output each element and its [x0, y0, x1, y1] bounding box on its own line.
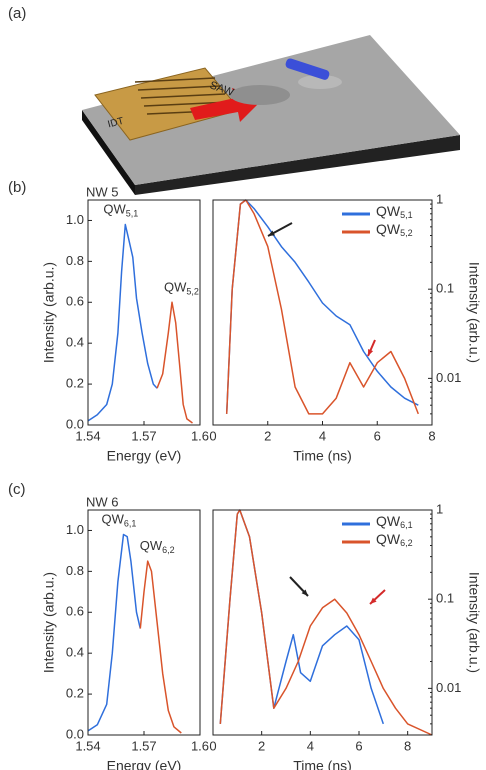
- y-tick-label: 0.0: [66, 726, 84, 741]
- y-tick-label: 0.4: [66, 335, 84, 350]
- y-tick-label: 0.8: [66, 253, 84, 268]
- plot-frame: [212, 509, 433, 736]
- y-tick-label: 0.1: [436, 281, 454, 296]
- y-axis-label: Intensity (arb.u.): [466, 572, 482, 673]
- x-tick-label: 4: [319, 428, 326, 443]
- y-tick-label: 1: [436, 501, 443, 516]
- y-tick-label: 0.0: [66, 416, 84, 431]
- legend-label: QW6,1: [376, 513, 413, 531]
- y-tick-label: 0.6: [66, 604, 84, 619]
- y-tick-label: 0.8: [66, 563, 84, 578]
- device-diagram: IDT SAW: [82, 35, 460, 195]
- y-tick-label: 0.4: [66, 645, 84, 660]
- y-tick-label: 1: [436, 191, 443, 206]
- y-tick-label: 0.2: [66, 376, 84, 391]
- x-axis-label: Time (ns): [293, 758, 352, 770]
- plot-frame: [87, 199, 201, 426]
- legend-label: QW5,1: [376, 203, 413, 221]
- x-tick-label: 1.54: [75, 738, 100, 753]
- x-tick-label: 1.54: [75, 428, 100, 443]
- x-axis-label: Time (ns): [293, 448, 352, 464]
- peak-label: QW5,2: [164, 280, 199, 297]
- x-tick-label: 4: [307, 738, 314, 753]
- x-tick-label: 0: [209, 738, 216, 753]
- chart-title: NW 6: [86, 494, 119, 509]
- y-tick-label: 0.1: [436, 591, 454, 606]
- x-tick-label: 2: [258, 738, 265, 753]
- y-tick-label: 0.01: [436, 370, 461, 385]
- x-tick-label: 6: [355, 738, 362, 753]
- y-axis-label: Intensity (arb.u.): [466, 262, 482, 363]
- y-tick-label: 1.0: [66, 522, 84, 537]
- peak-label: QW6,1: [101, 512, 136, 529]
- peak-label: QW6,2: [140, 539, 175, 556]
- x-axis-label: Energy (eV): [107, 448, 182, 464]
- x-axis-label: Energy (eV): [107, 758, 182, 770]
- diagram-label: IDT: [107, 116, 125, 131]
- y-axis-label: Intensity (arb.u.): [41, 572, 57, 673]
- x-tick-label: 0: [209, 428, 216, 443]
- chart: 0 2 4 6 8 0.01 0.1 1 Time (ns) Intensity (arb.u.): [209, 191, 482, 463]
- arrow-head: [268, 230, 275, 236]
- data-line: [87, 223, 158, 422]
- y-axis-label: Intensity (arb.u.): [41, 262, 57, 363]
- chart: 1.54 1.57 1.6 0.0 0.2 0.4 0.6 0.8 1.0 Energy (eV)…: [41, 494, 209, 770]
- data-line: [225, 199, 419, 415]
- chart: 0 2 4 6 8 0.01 0.1 1 Time (ns) Intensity (arb.u.): [209, 501, 482, 770]
- data-line: [139, 560, 182, 734]
- panel-label: (a): [8, 5, 26, 22]
- x-tick-label: 1.57: [131, 428, 156, 443]
- legend-label: QW6,2: [376, 531, 413, 549]
- y-tick-label: 0.2: [66, 686, 84, 701]
- legend-label: QW5,2: [376, 221, 413, 239]
- data-line: [156, 301, 193, 424]
- x-tick-label: 1.57: [131, 738, 156, 753]
- x-tick-label: 2: [264, 428, 271, 443]
- chart: 1.54 1.57 1.6 0.0 0.2 0.4 0.6 0.8 1.0 Energy (eV)…: [41, 184, 209, 463]
- y-tick-label: 1.0: [66, 212, 84, 227]
- arrow-head: [368, 349, 374, 356]
- y-tick-label: 0.6: [66, 294, 84, 309]
- x-tick-label: 6: [374, 428, 381, 443]
- arrow-head: [370, 597, 377, 604]
- x-tick-label: 1.6: [191, 428, 209, 443]
- panel-label: (b): [8, 179, 26, 196]
- panel-label: (c): [8, 481, 26, 498]
- x-tick-label: 1.6: [191, 738, 209, 753]
- peak-label: QW5,1: [103, 202, 138, 219]
- y-tick-label: 0.01: [436, 680, 461, 695]
- x-tick-label: 8: [428, 428, 435, 443]
- arrow-head: [301, 589, 308, 596]
- data-line: [87, 533, 142, 732]
- chart-title: NW 5: [86, 184, 119, 199]
- x-tick-label: 8: [404, 738, 411, 753]
